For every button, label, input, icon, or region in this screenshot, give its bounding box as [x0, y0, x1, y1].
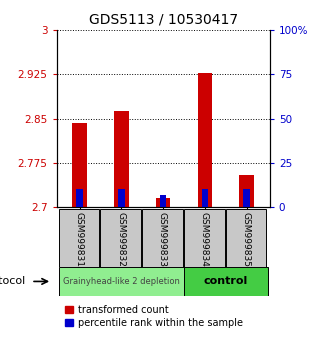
Bar: [198, 73, 212, 207]
Text: GSM999833: GSM999833: [158, 212, 167, 267]
Text: GSM999834: GSM999834: [199, 212, 208, 267]
Bar: [156, 198, 170, 207]
Bar: [226, 209, 266, 267]
Bar: [76, 189, 83, 207]
Bar: [202, 189, 208, 207]
Bar: [59, 209, 99, 267]
Title: GDS5113 / 10530417: GDS5113 / 10530417: [89, 12, 238, 26]
Text: Grainyhead-like 2 depletion: Grainyhead-like 2 depletion: [63, 277, 180, 286]
Bar: [160, 195, 166, 207]
Bar: [114, 111, 129, 207]
Bar: [101, 209, 141, 267]
Bar: [59, 267, 184, 296]
Bar: [72, 123, 87, 207]
Text: control: control: [204, 276, 248, 286]
Bar: [184, 267, 268, 296]
Text: GSM999832: GSM999832: [116, 212, 125, 267]
Text: protocol: protocol: [0, 276, 26, 286]
Bar: [239, 175, 254, 207]
Bar: [184, 209, 224, 267]
Legend: transformed count, percentile rank within the sample: transformed count, percentile rank withi…: [62, 301, 247, 332]
Text: GSM999831: GSM999831: [74, 212, 83, 267]
Bar: [118, 189, 125, 207]
Bar: [243, 189, 250, 207]
Bar: [142, 209, 183, 267]
Text: GSM999835: GSM999835: [241, 212, 250, 267]
